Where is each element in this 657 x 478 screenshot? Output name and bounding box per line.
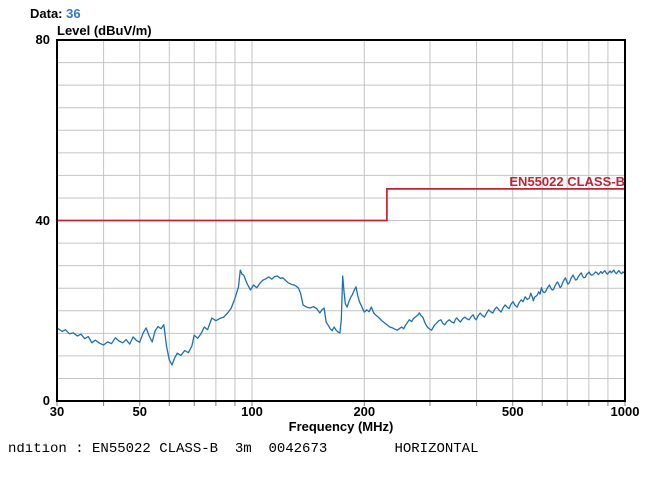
x-tick-label: 100 [241,404,263,419]
limit-line [57,188,625,222]
x-tick-label: 200 [353,404,376,419]
plot-frame [56,39,626,402]
data-counter: Data: 36 [30,6,81,21]
x-axis-title: Frequency (MHz) [288,419,394,434]
status-bar: ndition : EN55022 CLASS-B 3m 0042673 HOR… [8,443,657,458]
x-tick-label: 1000 [610,404,640,419]
y-tick-label: 40 [35,212,50,228]
y-tick-label: 0 [42,393,50,408]
x-tick-label: 30 [49,404,65,419]
measurement-trace [56,269,626,366]
y-axis-title: Level (dBuV/m) [57,23,152,38]
y-tick-label: 80 [35,32,50,47]
x-tick-label: 50 [132,404,147,419]
measurement-condition-text: ndition : EN55022 CLASS-B 3m 0042673 HOR… [8,443,479,457]
limit-line-label: EN55022 CLASS-B [509,174,625,189]
data-counter-label: Data: [30,6,63,21]
x-tick-label: 500 [501,404,524,419]
data-counter-value: 36 [66,6,81,21]
